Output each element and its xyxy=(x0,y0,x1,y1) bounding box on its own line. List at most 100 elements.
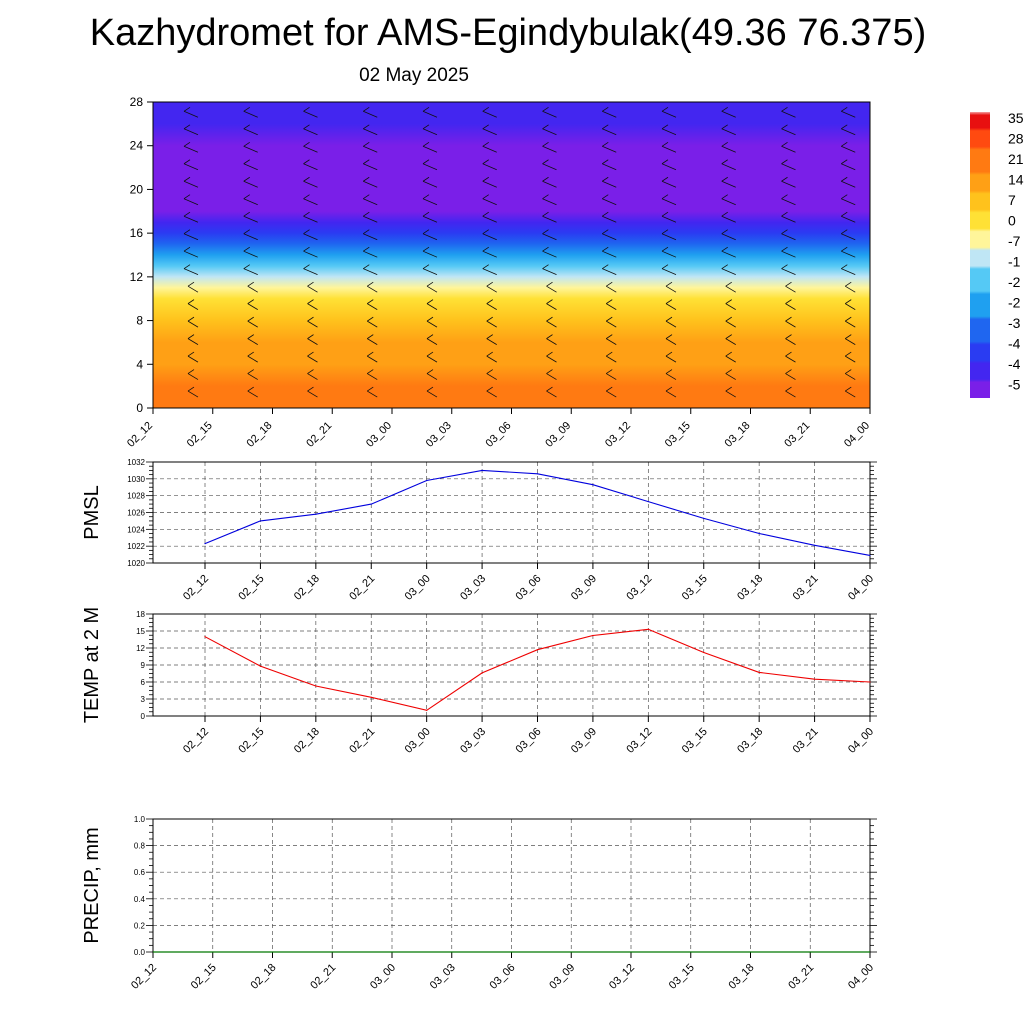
wind-barb xyxy=(785,320,796,328)
data-point xyxy=(481,672,483,674)
wind-barb-flag xyxy=(367,351,374,357)
wind-barb-flag xyxy=(781,159,788,165)
precip-panel: 0.0 0.2 0.4 0.6 0.8 1.0 02_12 02_15 02_18 02_21 03… xyxy=(81,815,877,992)
wind-barb xyxy=(721,268,736,276)
wind-barb-flag xyxy=(781,124,788,130)
wind-barb xyxy=(247,338,258,345)
wind-barb xyxy=(243,110,258,118)
wind-barb xyxy=(486,320,497,328)
data-point xyxy=(813,678,816,680)
wind-barb xyxy=(542,128,557,136)
wind-barb xyxy=(542,163,557,171)
wind-barb-flag xyxy=(785,351,792,357)
wind-barb-flag xyxy=(661,194,669,200)
wind-barb xyxy=(781,180,796,188)
wind-barb-flag xyxy=(422,194,430,200)
wind-barb xyxy=(542,233,557,241)
wind-barb xyxy=(602,215,617,223)
wind-barb xyxy=(841,198,856,206)
wind-barb xyxy=(187,303,199,310)
wind-barb xyxy=(542,215,557,223)
wind-barb xyxy=(363,215,378,223)
wind-barb-flag xyxy=(426,386,434,392)
wind-barb-flag xyxy=(606,386,613,392)
wind-barb xyxy=(602,180,617,188)
wind-barb-flag xyxy=(482,264,489,270)
wind-barb xyxy=(781,128,796,136)
wind-barb xyxy=(781,268,796,276)
y-tick-label: 12 xyxy=(130,270,144,284)
x-tick-label: 03_09 xyxy=(547,962,577,992)
wind-barb xyxy=(781,110,796,118)
wind-barb xyxy=(785,373,796,380)
x-tick-label: 04_00 xyxy=(846,962,876,992)
wind-barb xyxy=(721,163,736,171)
wind-barb-flag xyxy=(422,229,430,235)
wind-barb-flag xyxy=(243,246,250,252)
wind-barb xyxy=(422,215,438,223)
wind-barb-flag xyxy=(363,141,370,147)
wind-barb-flag xyxy=(542,141,549,147)
wind-barb xyxy=(665,303,677,310)
data-point xyxy=(315,685,317,687)
wind-barb xyxy=(363,180,378,188)
wind-barb-flag xyxy=(841,159,848,165)
wind-barb-flag xyxy=(542,106,549,112)
wind-barb xyxy=(845,373,856,380)
wind-barb xyxy=(307,373,318,380)
y-tick-label: 0 xyxy=(141,712,146,721)
y-tick-label: 16 xyxy=(130,226,144,240)
wind-barb xyxy=(546,285,557,293)
wind-barb-flag xyxy=(183,106,191,112)
wind-barb xyxy=(422,250,438,258)
wind-barb-flag xyxy=(243,211,250,217)
wind-barb xyxy=(785,355,796,363)
wind-barb-flag xyxy=(486,299,493,304)
wind-barb xyxy=(785,303,796,310)
wind-barb xyxy=(486,390,497,398)
wind-barb xyxy=(303,250,318,258)
wind-barb xyxy=(606,355,617,363)
wind-barb xyxy=(307,320,318,328)
wind-barb-flag xyxy=(665,334,673,339)
wind-barb xyxy=(422,180,438,188)
wind-barb xyxy=(785,285,796,293)
y-axis-label: TEMP at 2 M xyxy=(81,607,103,723)
wind-barb-flag xyxy=(307,299,314,304)
wind-barb xyxy=(183,233,199,241)
y-tick-label: 1032 xyxy=(127,458,145,467)
wind-barb xyxy=(482,163,497,171)
wind-barb xyxy=(841,145,856,153)
wind-barb xyxy=(243,145,258,153)
y-tick-label: 12 xyxy=(136,644,145,653)
x-tick-label: 03_09 xyxy=(543,420,573,450)
wind-barb-flag xyxy=(841,176,848,182)
wind-barb xyxy=(426,338,438,345)
wind-barb-flag xyxy=(721,211,728,217)
wind-barb-flag xyxy=(542,211,549,217)
wind-barb xyxy=(482,180,497,188)
wind-barb-flag xyxy=(542,246,549,252)
wind-barb-flag xyxy=(303,106,310,112)
wind-barb-flag xyxy=(785,299,792,304)
colorbar-label: -2 xyxy=(1008,295,1021,311)
wind-barb-flag xyxy=(422,159,430,165)
wind-barb-flag xyxy=(303,124,310,130)
x-tick-label: 03_15 xyxy=(680,573,710,603)
x-tick-label: 02_18 xyxy=(245,420,275,450)
wind-barb xyxy=(303,268,318,276)
grid-lines xyxy=(153,819,870,952)
wind-barb xyxy=(721,215,736,223)
wind-barb-flag xyxy=(721,229,728,235)
wind-barb-flag xyxy=(187,351,195,357)
wind-barb-flag xyxy=(486,351,493,357)
wind-barb xyxy=(363,163,378,171)
wind-barb xyxy=(542,180,557,188)
wind-barb-flag xyxy=(183,159,191,165)
wind-barb xyxy=(422,145,438,153)
wind-barb-flag xyxy=(661,211,669,217)
wind-barb xyxy=(183,198,199,206)
wind-barb xyxy=(725,338,736,345)
wind-barb xyxy=(665,373,677,380)
